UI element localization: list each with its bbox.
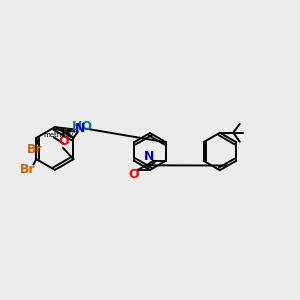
Text: Br: Br xyxy=(20,163,35,176)
Text: O: O xyxy=(128,168,139,181)
Text: methoxy: methoxy xyxy=(43,132,74,138)
Text: HO: HO xyxy=(72,120,93,133)
Text: H: H xyxy=(61,127,71,140)
Text: Br: Br xyxy=(26,142,42,156)
Text: O: O xyxy=(58,135,69,148)
Text: N: N xyxy=(143,150,154,163)
Text: N: N xyxy=(75,122,85,135)
